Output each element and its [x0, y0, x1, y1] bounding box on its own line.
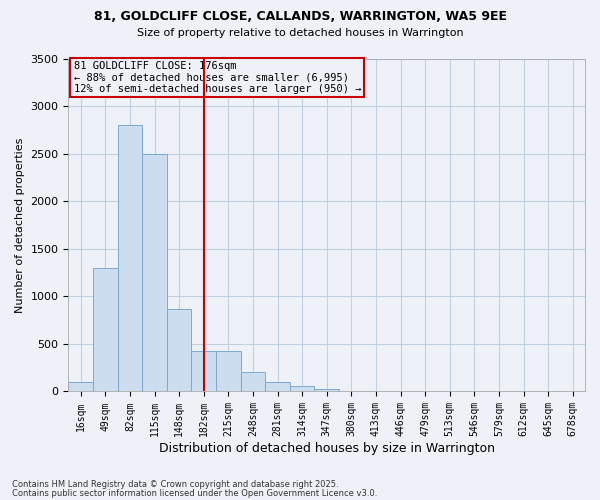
Text: Contains public sector information licensed under the Open Government Licence v3: Contains public sector information licen…: [12, 488, 377, 498]
Y-axis label: Number of detached properties: Number of detached properties: [15, 138, 25, 313]
Bar: [118, 126, 142, 392]
Text: 81 GOLDCLIFF CLOSE: 176sqm
← 88% of detached houses are smaller (6,995)
12% of s: 81 GOLDCLIFF CLOSE: 176sqm ← 88% of deta…: [74, 60, 361, 94]
Text: Size of property relative to detached houses in Warrington: Size of property relative to detached ho…: [137, 28, 463, 38]
Bar: [216, 350, 241, 392]
Text: Contains HM Land Registry data © Crown copyright and database right 2025.: Contains HM Land Registry data © Crown c…: [12, 480, 338, 489]
Bar: [339, 390, 364, 392]
Bar: [290, 386, 314, 392]
Bar: [167, 309, 191, 392]
Bar: [314, 388, 339, 392]
Bar: [265, 382, 290, 392]
Bar: [68, 382, 93, 392]
Bar: [142, 154, 167, 392]
Text: 81, GOLDCLIFF CLOSE, CALLANDS, WARRINGTON, WA5 9EE: 81, GOLDCLIFF CLOSE, CALLANDS, WARRINGTO…: [94, 10, 506, 23]
Bar: [93, 268, 118, 392]
Bar: [241, 372, 265, 392]
Bar: [191, 350, 216, 392]
X-axis label: Distribution of detached houses by size in Warrington: Distribution of detached houses by size …: [159, 442, 495, 455]
